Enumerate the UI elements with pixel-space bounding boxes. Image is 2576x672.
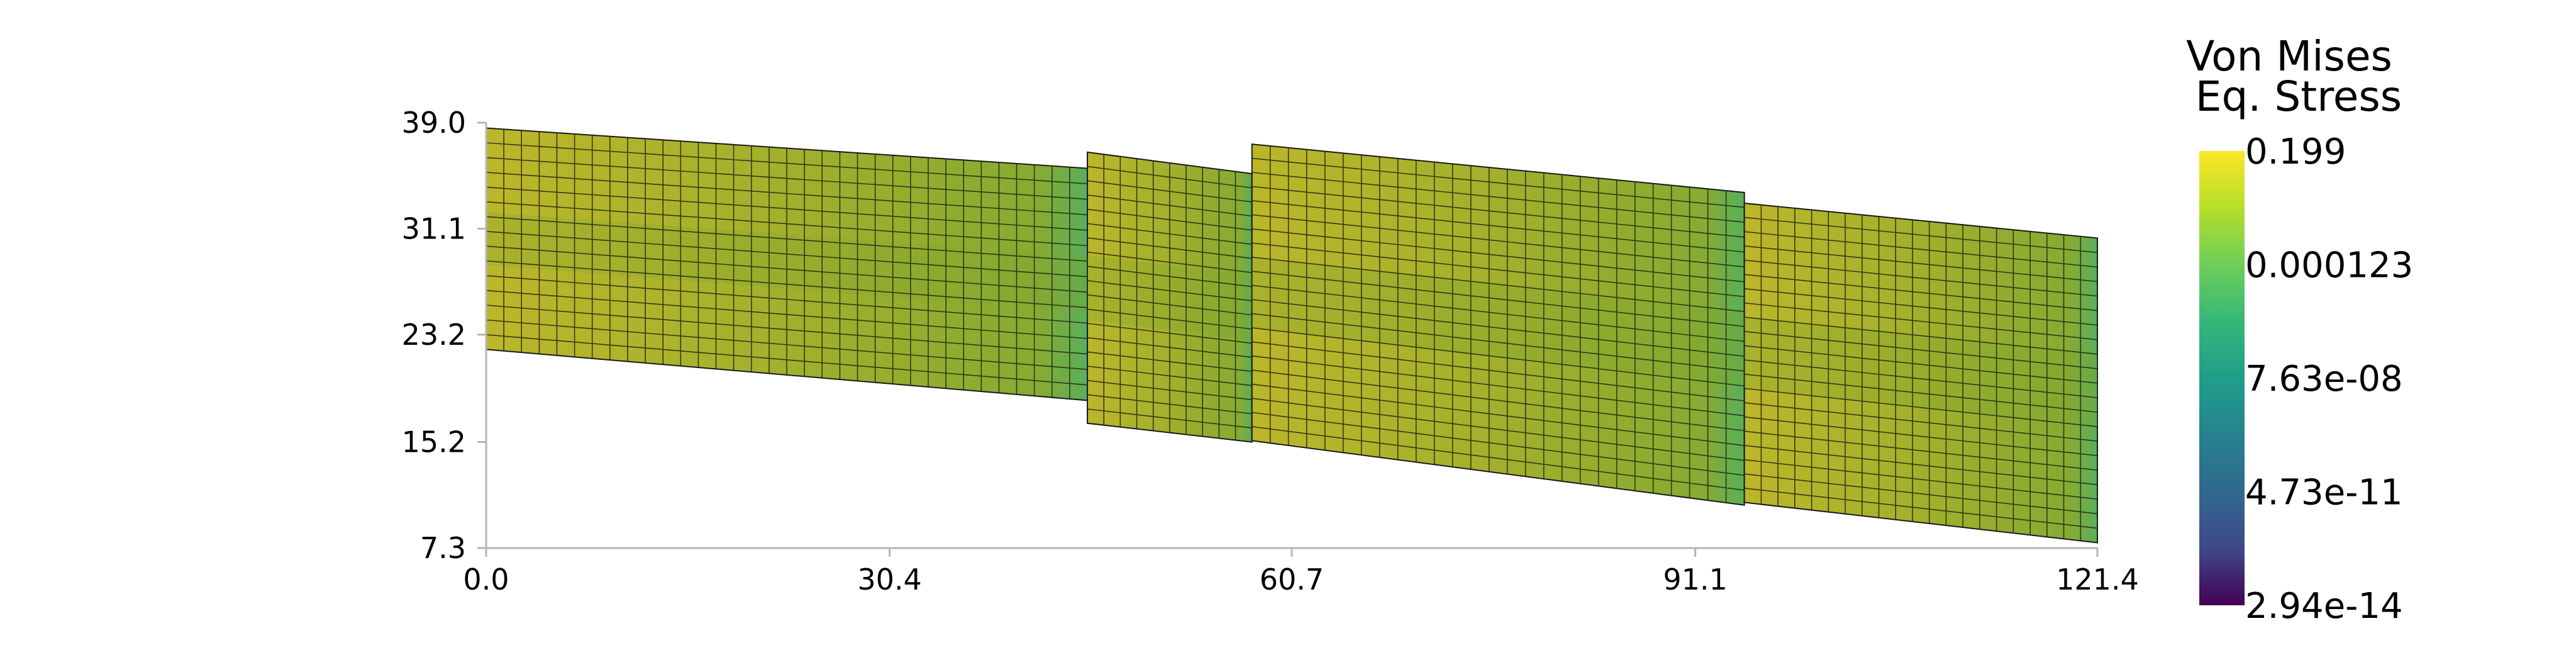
- mesh-segment-stress-band: [1252, 257, 1745, 386]
- mesh-segment-stress-band: [1744, 316, 2097, 427]
- mesh-segment-grid: [1744, 204, 2098, 541]
- y-tick-label: 7.3: [420, 531, 466, 565]
- mesh-segment: [486, 127, 1089, 401]
- x-tick-label: 30.4: [857, 563, 921, 596]
- y-ticks: 7.3 15.2 23.2 31.1 39.0: [402, 106, 486, 565]
- y-tick-label: 15.2: [402, 425, 466, 459]
- mesh-body: [486, 127, 2098, 544]
- colorbar: Von Mises Eq. Stress 0.199 0.000123 7.63e-…: [2186, 32, 2413, 627]
- x-ticks: 0.0 30.4 60.7 91.1 121.4: [463, 548, 2139, 596]
- mesh-segment-grid: [486, 129, 1088, 399]
- y-tick-label: 31.1: [402, 211, 466, 245]
- axes: 0.0 30.4 60.7 91.1 121.4 7.3 15.2 23.2 31.1 39.0: [402, 106, 2139, 596]
- mesh-segment: [1743, 202, 2098, 544]
- y-tick-label: 39.0: [402, 106, 466, 140]
- colorbar-tick-label: 7.63e-08: [2245, 359, 2403, 400]
- colorbar-gradient: [2199, 151, 2245, 605]
- colorbar-tick-label: 4.73e-11: [2245, 473, 2403, 513]
- x-tick-label: 91.1: [1663, 563, 1727, 596]
- colorbar-title-line-2: Eq. Stress: [2196, 72, 2402, 121]
- colorbar-tick-label: 0.199: [2245, 132, 2346, 172]
- x-tick-label: 60.7: [1260, 563, 1324, 596]
- colorbar-tick-labels: 0.199 0.000123 7.63e-08 4.73e-11 2.94e-14: [2245, 132, 2413, 627]
- colorbar-tick-label: 0.000123: [2245, 245, 2413, 286]
- mesh-segment-fill: [1251, 143, 1745, 506]
- mesh-segment-grid: [1252, 146, 1745, 503]
- mesh-segment: [1087, 151, 1253, 443]
- mesh-segment-grid: [1087, 154, 1252, 440]
- y-tick-label: 23.2: [402, 318, 466, 352]
- x-tick-label: 0.0: [463, 563, 509, 596]
- x-tick-label: 121.4: [2056, 563, 2139, 596]
- mesh-segment: [1251, 143, 1745, 506]
- colorbar-title-line-1: Von Mises: [2186, 32, 2392, 81]
- colorbar-tick-label: 2.94e-14: [2245, 586, 2403, 627]
